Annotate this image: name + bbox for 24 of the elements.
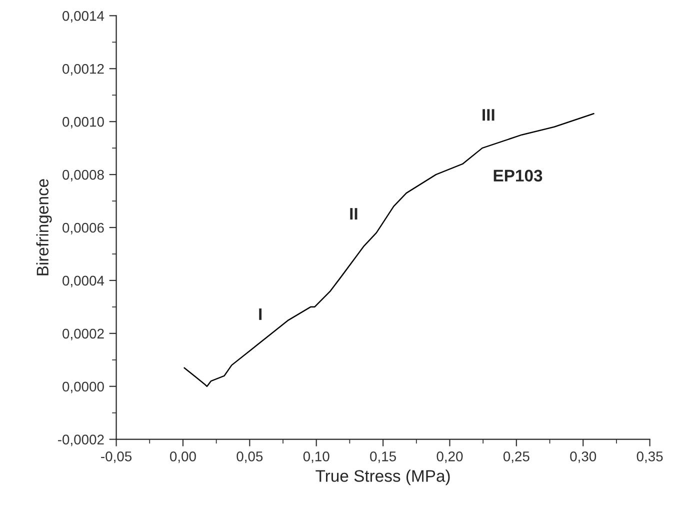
x-axis-title: True Stress (MPa) [316,470,450,486]
x-tick-label: 0,25 [503,451,530,463]
y-axis-title: Birefringence [36,179,52,276]
y-tick-label: 0,0002 [62,328,104,340]
x-tick-label: 0,10 [303,451,330,463]
annotation: II [350,208,358,220]
y-tick-label: 0,0008 [62,170,104,182]
y-tick-label: 0,0014 [62,11,104,22]
x-tick-label: 0,05 [236,451,263,463]
x-tick-label: -0,05 [101,451,132,463]
x-tick-label: 0,35 [636,451,663,463]
y-tick-label: 0,0012 [62,64,104,76]
x-tick-label: 0,00 [170,451,196,463]
x-tick-label: 0,30 [570,451,596,463]
annotation: EP103 [494,170,542,182]
y-tick-label: 0,0010 [62,116,104,128]
y-tick-label: 0,0000 [62,382,104,394]
x-tick-label: 0,20 [436,451,463,463]
y-tick-label: 0,0006 [62,222,104,234]
annotation: III [482,109,494,121]
y-tick-label: 0,0004 [62,276,104,288]
annotation: I [259,308,262,320]
x-tick-label: 0,15 [370,451,396,463]
y-tick-label: -0,0002 [58,434,104,446]
